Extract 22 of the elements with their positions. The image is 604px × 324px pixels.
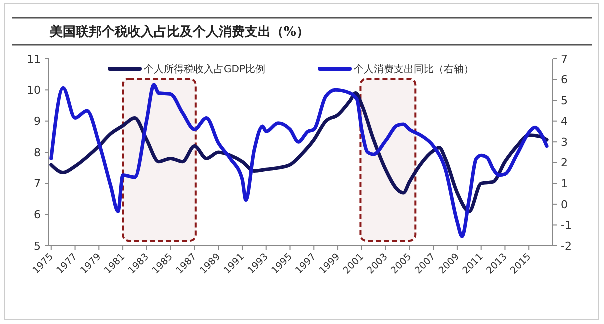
y-tick-label: 11 (27, 52, 41, 66)
y2-tick-label: 3 (561, 136, 568, 149)
y-tick-label: 7 (34, 178, 41, 191)
line-series (50, 92, 549, 214)
legend-label: 个人所得税收入占GDP比例 (144, 64, 266, 76)
y2-tick-label: 0 (561, 198, 568, 212)
y-tick-label: 8 (34, 146, 41, 160)
y2-tick-label: 6 (561, 74, 568, 87)
line-series (50, 83, 549, 238)
legend-label: 个人消费支出同比（右轴） (354, 64, 474, 76)
y2-tick-label: 5 (561, 94, 568, 108)
y-tick-label: 6 (34, 208, 41, 222)
y2-tick-label: 7 (561, 52, 568, 66)
chart-title: 美国联邦个税收入占比及个人消费支出（%） (49, 24, 310, 40)
y-tick-label: 5 (34, 240, 41, 253)
y-tick-label: 9 (34, 115, 41, 128)
y2-tick-label: -1 (561, 219, 572, 232)
y2-tick-label: 4 (561, 115, 568, 128)
y2-tick-label: 2 (561, 156, 568, 170)
y2-tick-label: 1 (561, 178, 568, 191)
y2-tick-label: -2 (561, 240, 572, 253)
y-tick-label: 10 (27, 84, 41, 98)
